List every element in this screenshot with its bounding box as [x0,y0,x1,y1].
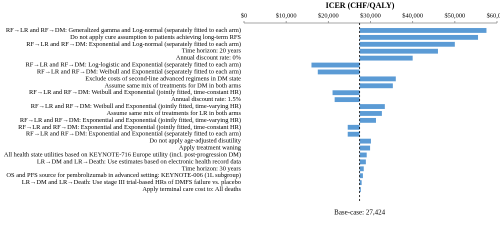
bar [359,187,361,192]
bar [359,159,366,165]
category-label: RF→LR and RF→DM: Exponential and Log-nor… [26,41,241,48]
category-label: Time horizon: 30 years [182,165,242,172]
category-label: Apply treatment waning [179,145,242,152]
bar [359,76,396,82]
bar [359,117,376,123]
bar [359,34,479,40]
bar [359,138,371,144]
bar [359,28,487,33]
category-label: Assume same mix of treatments for DM in … [105,82,242,89]
base-case-label: Base-case: 27,424 [334,209,385,217]
x-tick-label: $20,000 [318,12,339,19]
bar [334,97,360,103]
bar [359,55,413,61]
category-label: LR→DM and LR→Death: Use stage III trial-… [22,179,241,186]
chart-title: ICER (CHF/QALY) [326,1,395,10]
x-tick-label: $30,000 [360,12,381,19]
x-tick-label: $40,000 [402,12,423,19]
category-label: All health state utilities based on KEYN… [4,151,241,158]
bar [359,145,371,151]
category-label: RF→LR and RF→DM: Exponential and Exponen… [26,131,241,138]
category-label: Assume same mix of treatments for LR in … [107,110,242,117]
category-label: RF→LR and RF→DM: Weibull and Exponential… [31,103,241,110]
x-tick-label: $50,000 [444,12,465,19]
category-label: RF→LR and RF→DM: Exponential and Exponen… [18,124,241,131]
category-label: RF→LR and RF→DM: Weibull and Exponential… [37,68,241,75]
bar [359,104,385,109]
bar [359,180,362,186]
bar [359,83,393,89]
bar [347,131,360,137]
category-label: Do not apply age-adjusted disutility [149,138,241,145]
bar [332,90,360,96]
bar [359,111,382,116]
category-label: Annual discount rate: 0% [176,55,242,62]
bar [311,62,360,68]
category-label: OS and PFS source for pembrolizumab in a… [6,172,241,179]
bar [359,173,363,179]
x-tick-label: $60,000 [487,12,500,19]
category-label: Do not apply cure assumption to patients… [70,34,241,41]
x-tick-label: $0 [241,12,247,19]
bar [359,48,438,54]
category-label: Time horizon: 20 years [182,48,242,55]
bar [359,166,364,172]
category-label: Apply terminal care cost to: All deaths [142,186,241,193]
category-label: RF→LR and RF→DM: Generalized gamma and L… [6,27,241,34]
bar [347,124,360,130]
chart: ICER (CHF/QALY) $0 $10,000 $20,000 $30,000 $… [4,1,500,217]
category-label: RF→LR and RF→DM: Weibull and Exponential… [29,89,241,96]
category-label: RF→LR and RF→DM: Log-logistic and Expone… [26,62,241,69]
bar [317,69,360,75]
bar [359,41,455,47]
category-label: LR→DM and LR→Death: Use estimates based … [37,158,241,165]
category-label: Exclude costs of second-line advanced re… [85,75,241,82]
x-tick-label: $10,000 [276,12,297,19]
category-label: RF→LR and RF→DM: Exponential and Exponen… [20,117,241,124]
category-label: Annual discount rate: 1.5% [171,96,242,103]
bar [359,152,367,158]
